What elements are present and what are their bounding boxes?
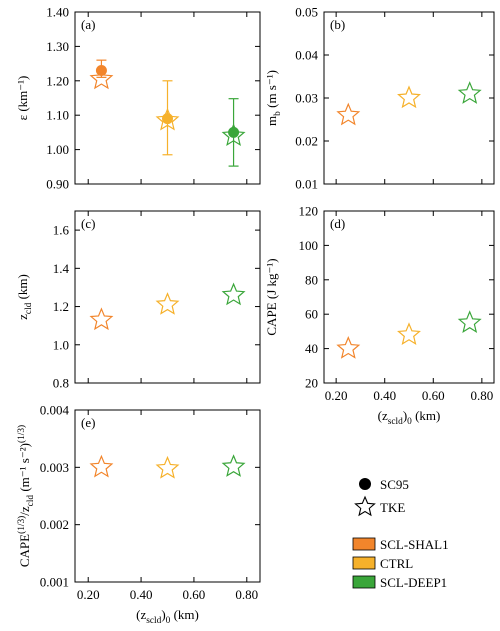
y-tick-label: 100 <box>299 238 319 253</box>
tke-point <box>155 455 180 479</box>
y-tick-label: 0.004 <box>40 403 70 418</box>
plot-frame <box>323 210 495 384</box>
y-tick-label: 0.001 <box>40 575 69 590</box>
panel-label: (d) <box>330 216 345 231</box>
y-axis-label: CAPE (J kg⁻¹) <box>264 258 279 335</box>
tke-point <box>397 85 421 109</box>
y-tick-label: 0.90 <box>46 177 69 192</box>
panel-b: 0.01 0.02 0.03 0.04 0.05 (b) mb (m s⁻¹) <box>264 5 495 192</box>
panel-e: 0.001 0.002 0.003 0.004 0.20 0.40 0.60 0.80 (e) C… <box>16 403 261 626</box>
panel-c: 0.8 1.0 1.2 1.4 1.6 (c) zcld (km) <box>15 210 261 391</box>
x-tick-label: 0.60 <box>422 388 445 403</box>
y-tick-label: 80 <box>305 272 318 287</box>
sc95-point <box>162 113 173 125</box>
y-tick-label: 1.20 <box>46 73 69 88</box>
panel-label: (a) <box>81 17 95 32</box>
y-tick-label: 1.10 <box>46 108 69 123</box>
plot-frame <box>74 409 261 583</box>
legend-ctrl-label: CTRL <box>380 556 413 571</box>
y-tick-label: 1.2 <box>53 299 69 314</box>
y-tick-label: 1.30 <box>46 39 69 54</box>
x-tick-label: 0.80 <box>470 388 493 403</box>
tke-point <box>457 81 482 104</box>
legend-scl-shal1-label: SCL-SHAL1 <box>380 537 449 552</box>
tke-point <box>221 282 246 306</box>
tke-point <box>155 292 180 315</box>
y-tick-label: 0.01 <box>295 177 318 192</box>
legend-star-shape <box>354 495 376 517</box>
x-tick-label: 0.60 <box>183 587 206 602</box>
y-axis-label: zcld (km) <box>15 274 34 320</box>
tke-point <box>89 66 114 90</box>
y-tick-label: 1.00 <box>46 142 69 157</box>
legend-tke-label: TKE <box>380 500 405 515</box>
y-tick-label: 60 <box>305 307 318 322</box>
y-tick-label: 1.40 <box>46 5 69 20</box>
x-axis-label: (zscld)0 (km) <box>378 408 441 427</box>
y-tick-label: 120 <box>299 204 319 219</box>
plot-frame <box>74 210 261 384</box>
panels: 0.901.001.101.201.301.40(a)ε (km⁻¹)0.010… <box>15 5 495 626</box>
tke-point <box>336 336 361 359</box>
y-tick-label: 0.003 <box>40 460 69 475</box>
y-tick-label: 0.002 <box>40 517 69 532</box>
y-tick-label: 40 <box>305 341 318 356</box>
x-axis-label: (zscld)0 (km) <box>136 607 199 626</box>
tke-point <box>336 102 361 126</box>
y-tick-label: 1.4 <box>53 261 70 276</box>
y-tick-label: 0.8 <box>53 376 69 391</box>
plot-frame <box>74 11 261 185</box>
x-tick-label: 0.80 <box>235 587 258 602</box>
tke-point <box>155 107 180 131</box>
tke-point <box>89 307 114 331</box>
y-tick-label: 0.02 <box>295 134 318 149</box>
x-tick-label: 0.40 <box>130 587 153 602</box>
legend-sc95-marker <box>359 478 371 490</box>
legend: SC95 TKE SCL-SHAL1 CTRL SCL-DEEP1 <box>352 477 449 590</box>
panel-a: 0.90 1.00 1.10 1.20 1.30 1.40 (a) ε (km⁻¹) <box>15 5 261 192</box>
plot-frame <box>323 11 495 185</box>
y-tick-label: 0.03 <box>295 91 318 106</box>
legend-scl-deep1-label: SCL-DEEP1 <box>380 575 447 590</box>
tke-point <box>457 310 482 333</box>
panel-label: (c) <box>81 216 95 231</box>
y-axis-label: CAPE(1/3)/zcld (m⁻¹ s⁻²)(1/3) <box>16 425 36 567</box>
sc95-point <box>228 126 240 138</box>
y-tick-label: 1.0 <box>53 337 69 352</box>
x-tick-label: 0.20 <box>325 388 348 403</box>
legend-sc95-label: SC95 <box>380 477 409 492</box>
legend-scl-shal1-swatch <box>352 537 376 551</box>
x-tick-label: 0.40 <box>373 388 396 403</box>
x-tick-label: 0.20 <box>77 587 100 602</box>
legend-tke-marker <box>354 495 376 517</box>
legend-scl-deep1-swatch <box>352 575 376 589</box>
tke-point <box>221 123 246 147</box>
panel-d: 20 40 60 80 100 120 0.20 0.40 0.60 0.80 (d) CAPE (J… <box>264 204 495 427</box>
tke-point <box>221 454 246 477</box>
y-tick-label: 1.6 <box>53 223 70 238</box>
y-axis-label: ε (km⁻¹) <box>15 76 30 121</box>
y-tick-label: 20 <box>305 376 318 391</box>
tke-point <box>89 454 114 478</box>
y-tick-label: 0.05 <box>295 5 318 20</box>
y-axis-label: mb (m s⁻¹) <box>264 70 283 126</box>
y-tick-label: 0.04 <box>295 48 318 63</box>
tke-point <box>397 322 421 346</box>
legend-ctrl-swatch <box>352 556 376 570</box>
panel-label: (e) <box>81 415 95 430</box>
panel-label: (b) <box>330 17 345 32</box>
